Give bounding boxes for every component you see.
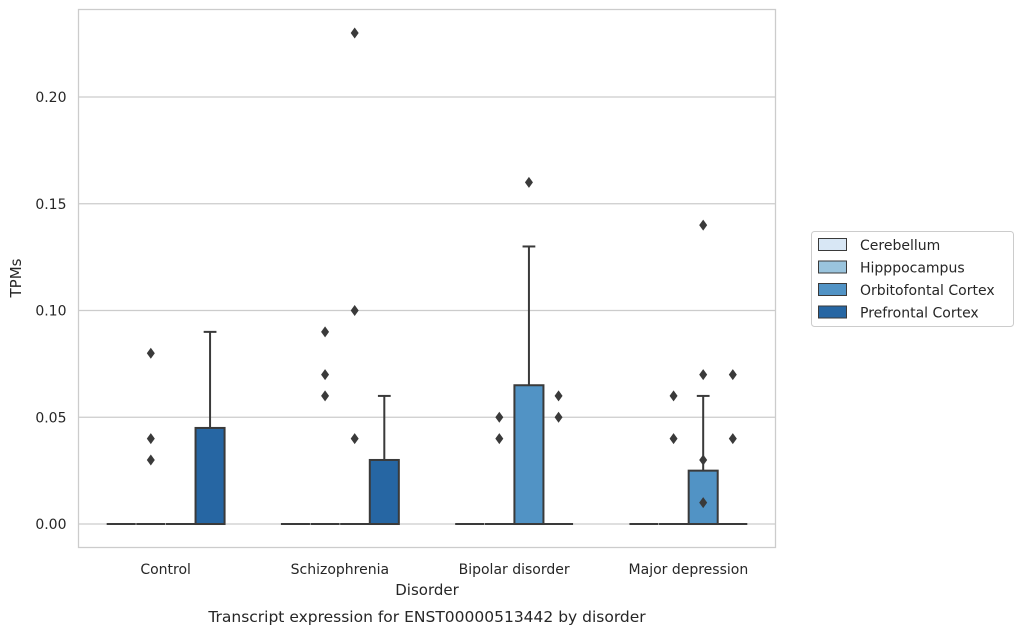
box-prefrontal-cortex [194, 330, 226, 526]
outlier-marker [350, 305, 359, 317]
outlier-marker [495, 411, 504, 423]
x-tick-label: Schizophrenia [291, 562, 389, 578]
outlier-marker [350, 433, 359, 445]
y-tick-label: 0.05 [35, 410, 66, 426]
outlier-marker [728, 369, 737, 381]
legend-swatch [818, 305, 847, 319]
legend-swatch [818, 238, 847, 251]
legend: Cerebellum Hipppocampus Orbitofontal Corte… [811, 231, 1014, 327]
boxes [106, 27, 748, 526]
outlier-marker [554, 390, 563, 402]
outlier-marker [699, 497, 708, 509]
y-tick-label: 0.20 [35, 90, 66, 106]
box-hipppocampus [310, 326, 340, 526]
box-hipppocampus [659, 390, 689, 526]
outlier-marker [699, 454, 708, 466]
chart-caption: Transcript expression for ENST0000051344… [207, 608, 646, 626]
outlier-marker [524, 176, 533, 188]
box-body [194, 426, 226, 526]
outlier-marker [146, 347, 155, 359]
outlier-marker [669, 390, 678, 402]
outlier-marker [728, 433, 737, 445]
outlier-marker [350, 27, 359, 39]
box-prefrontal-cortex [718, 369, 748, 526]
legend-label: Cerebellum [860, 238, 940, 254]
x-axis-title: Disorder [395, 581, 459, 599]
legend-swatch [818, 283, 847, 296]
box-orbitofontal-cortex [340, 27, 370, 526]
outlier-marker [669, 433, 678, 445]
legend-label: Orbitofontal Cortex [860, 283, 995, 299]
gridlines [78, 96, 776, 525]
plot-frame [77, 8, 777, 549]
box-orbitofontal-cortex [513, 176, 545, 526]
y-tick-label: 0.00 [35, 517, 66, 533]
legend-label: Prefrontal Cortex [860, 306, 979, 322]
x-tick-label: Control [140, 562, 191, 578]
legend-swatch [818, 260, 847, 274]
y-axis-title: TPMs [7, 258, 25, 298]
outlier-marker [554, 411, 563, 423]
outlier-marker [699, 219, 708, 231]
outlier-marker [321, 390, 330, 402]
outlier-marker [321, 369, 330, 381]
y-tick-labels: 0.00 0.05 0.10 0.15 0.20 [35, 90, 66, 533]
outlier-marker [495, 433, 504, 445]
x-tick-label: Major depression [629, 562, 749, 578]
box-orbitofontal-cortex [687, 219, 719, 526]
box-prefrontal-cortex [544, 390, 574, 526]
box-hipppocampus [484, 411, 514, 526]
y-tick-label: 0.15 [35, 197, 66, 213]
legend-frame [811, 231, 1014, 327]
outlier-marker [321, 326, 330, 338]
x-tick-labels: Control Schizophrenia Bipolar disorder Majo… [140, 562, 748, 578]
x-tick-label: Bipolar disorder [459, 562, 570, 578]
legend-label: Hipppocampus [860, 261, 965, 277]
outlier-marker [699, 369, 708, 381]
y-tick-label: 0.10 [35, 304, 66, 320]
box-body [513, 384, 545, 526]
box-body [368, 458, 400, 526]
outlier-marker [146, 454, 155, 466]
outlier-marker [146, 433, 155, 445]
box-hipppocampus [136, 347, 166, 526]
box-prefrontal-cortex [368, 394, 400, 526]
